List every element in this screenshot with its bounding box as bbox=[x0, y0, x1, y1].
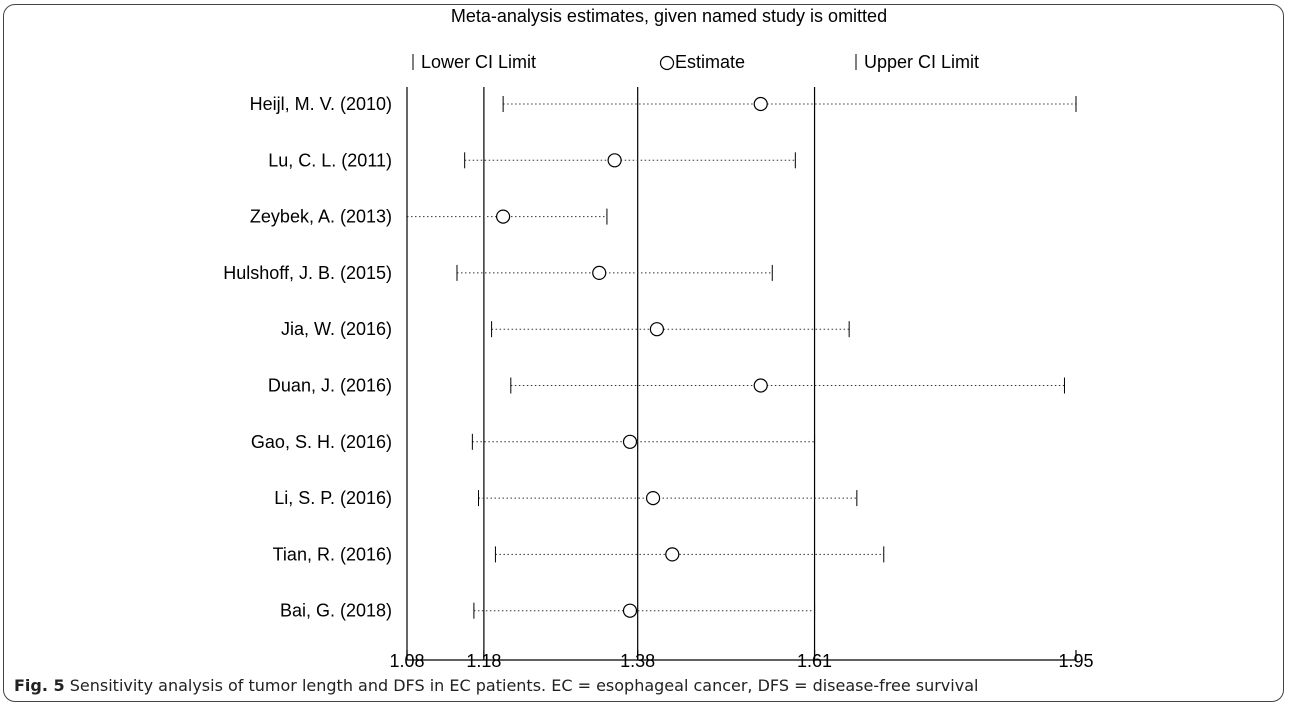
x-tick-label: 1.95 bbox=[1058, 651, 1093, 670]
study-label: Jia, W. (2016) bbox=[281, 319, 392, 339]
legend: Lower CI Limit Estimate Upper CI Limit bbox=[412, 52, 979, 72]
chart-title: Meta-analysis estimates, given named stu… bbox=[451, 6, 887, 26]
sensitivity-chart: Meta-analysis estimates, given named stu… bbox=[223, 6, 1094, 670]
study-label: Heijl, M. V. (2010) bbox=[250, 94, 392, 114]
study-row: Gao, S. H. (2016) bbox=[251, 432, 816, 452]
x-tick-label: 1.38 bbox=[620, 651, 655, 670]
estimate-marker bbox=[665, 547, 680, 562]
estimate-marker bbox=[753, 378, 768, 393]
study-label: Lu, C. L. (2011) bbox=[268, 150, 392, 170]
caption-text: Sensitivity analysis of tumor length and… bbox=[69, 676, 979, 695]
study-row: Jia, W. (2016) bbox=[281, 319, 850, 339]
study-row: Bai, G. (2018) bbox=[280, 601, 816, 621]
x-tick-label: 1.61 bbox=[797, 651, 832, 670]
x-tick-label: 1.08 bbox=[389, 651, 424, 670]
study-row: Heijl, M. V. (2010) bbox=[250, 94, 1077, 114]
legend-estimate-label: Estimate bbox=[675, 52, 745, 72]
estimate-marker bbox=[645, 491, 661, 506]
figure-caption: Fig. 5 Sensitivity analysis of tumor len… bbox=[14, 676, 978, 695]
study-label: Hulshoff, J. B. (2015) bbox=[223, 263, 392, 283]
study-label: Duan, J. (2016) bbox=[268, 376, 392, 396]
estimate-marker bbox=[592, 265, 607, 280]
caption-label: Fig. 5 bbox=[14, 676, 65, 695]
x-tick-label: 1.18 bbox=[466, 651, 501, 670]
legend-upper-label: Upper CI Limit bbox=[864, 52, 979, 72]
estimate-marker bbox=[753, 96, 768, 112]
estimate-marker bbox=[649, 322, 665, 337]
study-row: Lu, C. L. (2011) bbox=[268, 150, 796, 170]
study-row: Hulshoff, J. B. (2015) bbox=[223, 263, 773, 283]
figure-frame bbox=[3, 4, 1284, 702]
study-label: Gao, S. H. (2016) bbox=[251, 432, 392, 452]
estimate-marker bbox=[496, 209, 511, 224]
study-label: Tian, R. (2016) bbox=[273, 544, 392, 564]
legend-estimate-marker bbox=[659, 55, 675, 71]
study-label: Zeybek, A. (2013) bbox=[250, 207, 392, 227]
study-row: Duan, J. (2016) bbox=[268, 376, 1065, 396]
study-label: Li, S. P. (2016) bbox=[274, 488, 392, 508]
study-row: Li, S. P. (2016) bbox=[274, 488, 858, 508]
x-axis: 1.08 1.18 1.38 1.61 1.95 bbox=[389, 650, 1094, 670]
study-row: Tian, R. (2016) bbox=[273, 544, 885, 564]
reference-lines bbox=[406, 87, 816, 660]
study-label: Bai, G. (2018) bbox=[280, 601, 392, 621]
estimate-marker bbox=[622, 434, 638, 449]
estimate-marker bbox=[622, 603, 638, 618]
estimate-marker bbox=[607, 153, 622, 168]
legend-lower-label: Lower CI Limit bbox=[421, 52, 536, 72]
study-rows: Heijl, M. V. (2010) Lu, C. L. (2011) Zeybe… bbox=[223, 94, 1077, 621]
study-row: Zeybek, A. (2013) bbox=[250, 207, 608, 227]
